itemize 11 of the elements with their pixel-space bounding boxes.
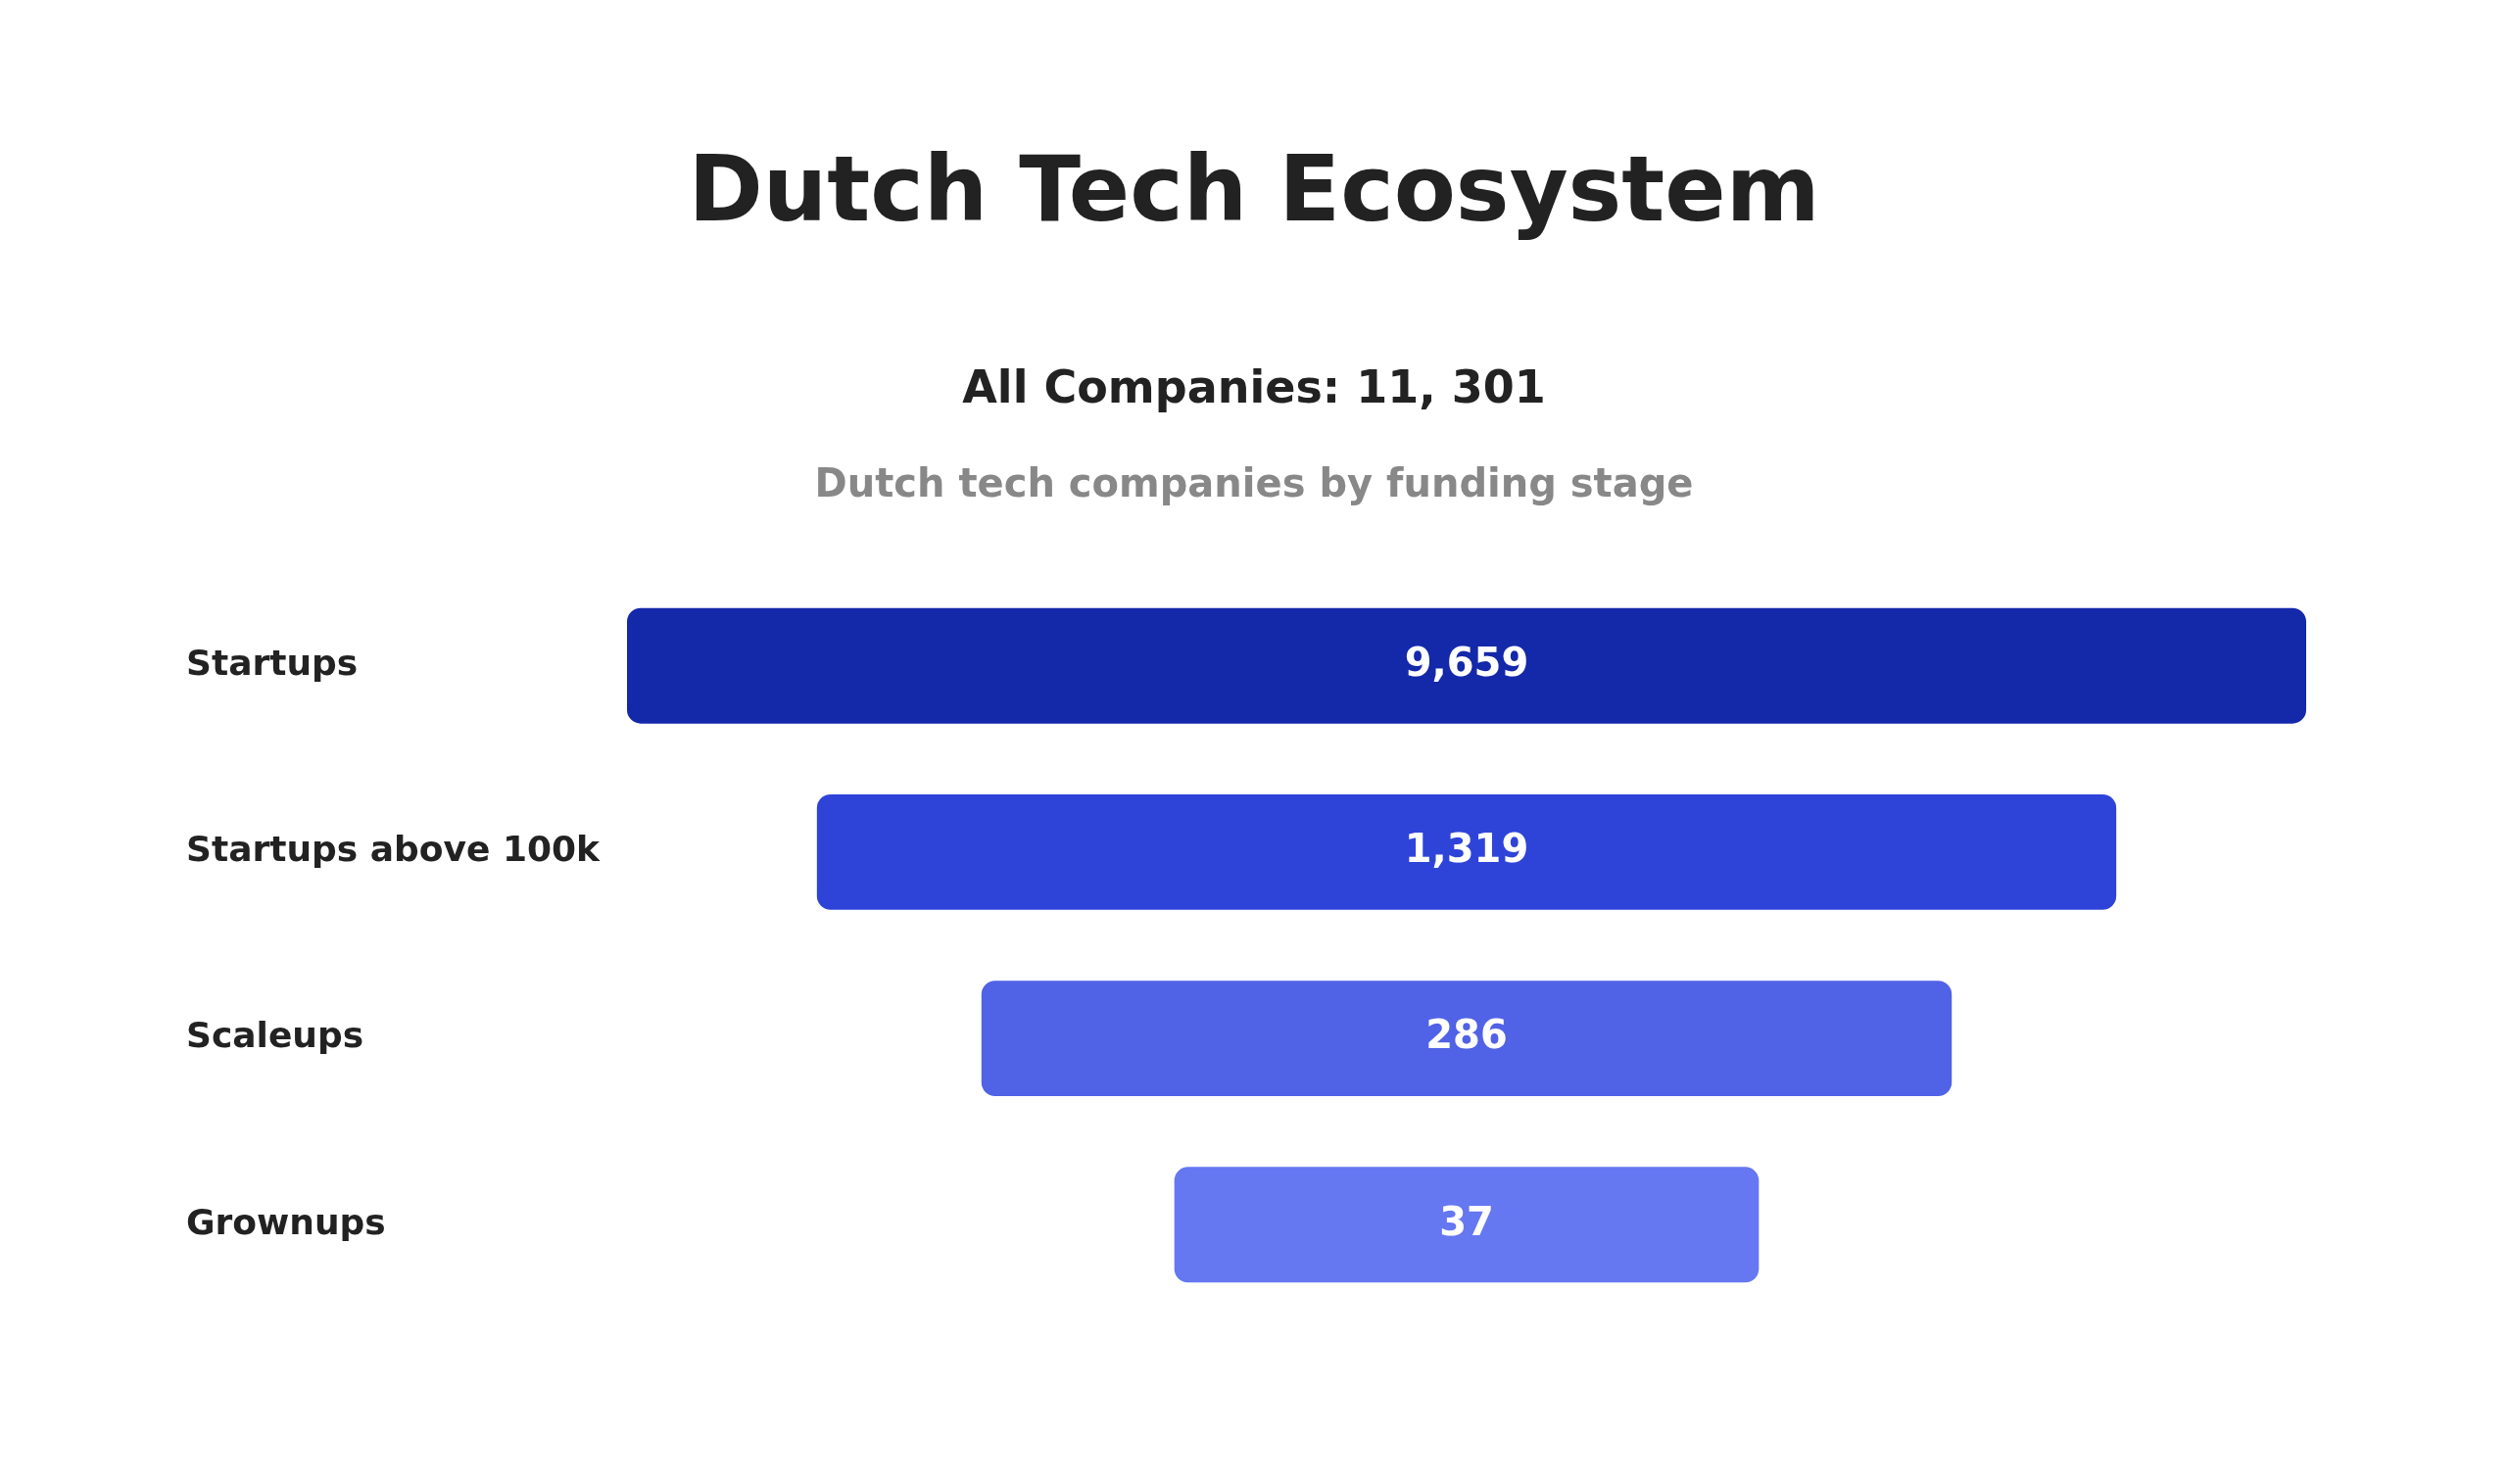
text: Dutch tech companies by funding stage — [813, 460, 1695, 505]
category-label: Startups above 100k — [186, 829, 602, 870]
data-label: 9,659 — [1404, 640, 1529, 686]
data-label: 286 — [1425, 1012, 1508, 1058]
data-label: 1,319 — [1404, 826, 1529, 872]
category-label: Scaleups — [186, 1015, 364, 1056]
category-label: Startups — [186, 643, 359, 684]
category-label: Grownups — [186, 1201, 386, 1242]
text: All Companies: 11, 301 — [961, 360, 1547, 413]
data-label: 37 — [1439, 1198, 1494, 1244]
text: Dutch Tech Ecosystem — [687, 137, 1821, 242]
